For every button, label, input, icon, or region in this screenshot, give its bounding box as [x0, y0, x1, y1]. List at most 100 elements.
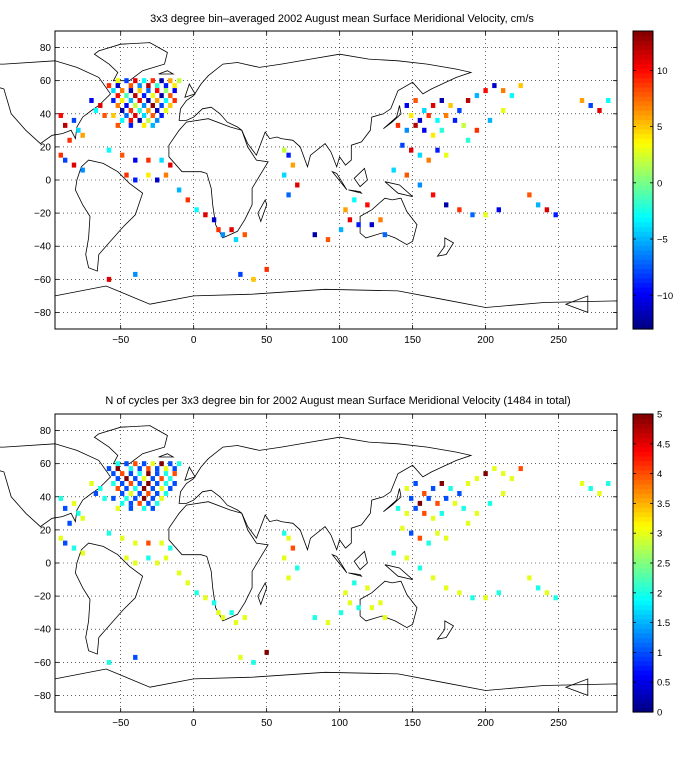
x-tick-label: 150	[404, 718, 421, 729]
colorbar-band	[633, 221, 653, 228]
data-cell	[115, 476, 120, 482]
data-cell	[409, 530, 414, 536]
colorbar-band	[633, 646, 653, 653]
colorbar-band	[633, 161, 653, 167]
colorbar-band	[633, 474, 653, 480]
coastline	[359, 197, 418, 246]
data-cell	[409, 495, 414, 501]
coastline	[348, 189, 363, 194]
data-cell	[448, 103, 453, 108]
colorbar-band	[633, 628, 653, 634]
data-cell	[150, 476, 155, 482]
data-cell	[133, 560, 138, 566]
colorbar-band	[633, 268, 653, 274]
data-cell	[444, 495, 449, 501]
colorbar-band	[633, 68, 653, 74]
data-cell	[439, 481, 444, 486]
data-cell	[141, 495, 147, 501]
colorbar-band	[633, 263, 653, 270]
colorbar-band	[633, 319, 653, 325]
data-cell	[483, 88, 488, 94]
colorbar-band	[633, 282, 653, 288]
data-cell	[325, 237, 331, 243]
data-cell	[220, 615, 226, 621]
data-cell	[133, 113, 138, 118]
data-cell	[264, 649, 269, 655]
colorbar-band	[633, 465, 653, 471]
y-tick-label: −40	[34, 625, 51, 636]
coastline	[184, 83, 196, 98]
colorbar-band	[633, 203, 653, 209]
data-cell	[251, 659, 256, 665]
data-cell	[430, 515, 436, 521]
colorbar-band	[633, 128, 653, 135]
colorbar-band	[633, 558, 653, 564]
data-cell	[128, 505, 134, 511]
data-cell	[417, 117, 423, 123]
data-cell	[553, 595, 558, 601]
data-cell	[168, 476, 173, 482]
data-cell	[588, 103, 593, 108]
data-cell	[159, 476, 164, 482]
data-cell	[185, 580, 190, 586]
data-cell	[120, 481, 125, 486]
data-cell	[470, 212, 475, 218]
data-cell	[71, 545, 77, 551]
data-cell	[150, 93, 155, 99]
colorbar-band	[633, 576, 653, 583]
colorbar: −10 −5 0 5 10	[632, 30, 673, 330]
data-cell	[176, 570, 182, 576]
data-cell	[597, 108, 602, 113]
colorbar-band	[633, 595, 653, 601]
data-cell	[439, 98, 444, 103]
data-cell	[404, 127, 409, 133]
colorbar-band	[633, 91, 653, 97]
data-cell	[238, 271, 243, 277]
data-cell	[382, 232, 388, 238]
data-cell	[203, 595, 208, 601]
data-cell	[439, 510, 444, 516]
colorbar-band	[633, 590, 653, 597]
colorbar-band	[633, 549, 653, 555]
data-cell	[128, 83, 134, 89]
data-cell	[417, 152, 423, 158]
data-cell	[111, 113, 116, 118]
coastline	[348, 572, 363, 577]
colorbar-band	[633, 600, 653, 606]
colorbar-band	[633, 665, 653, 671]
data-cell	[404, 555, 409, 561]
data-cell	[124, 486, 129, 491]
data-cell	[483, 471, 488, 477]
data-cell	[465, 137, 471, 143]
colorbar-tick-label: 1.5	[657, 618, 670, 629]
coastline	[54, 285, 618, 330]
data-cell	[338, 610, 344, 616]
data-cell	[120, 491, 125, 496]
x-tick-label: 100	[331, 335, 348, 346]
data-cell	[133, 461, 138, 467]
colorbar-band	[633, 44, 653, 51]
data-cell	[430, 575, 436, 581]
cycles-map-panel: N of cycles per 3x3 degree bin for 2002 …	[0, 395, 670, 729]
data-cell	[159, 540, 164, 546]
data-cell	[80, 167, 85, 173]
data-cell	[168, 461, 173, 467]
colorbar-band	[633, 455, 653, 462]
data-cell	[474, 93, 480, 99]
data-cell	[106, 530, 112, 536]
colorbar-band	[633, 40, 653, 46]
data-cell	[465, 98, 471, 103]
data-cell	[137, 98, 142, 103]
data-cell	[155, 471, 160, 477]
colorbar-band	[633, 414, 653, 420]
data-cell	[435, 147, 440, 153]
colorbar-band	[633, 483, 653, 490]
colorbar: 0 0.5 1 1.5 2 2.5 3 3.5 4 4.5 5	[632, 410, 670, 719]
data-cell	[141, 122, 147, 128]
data-cell	[163, 108, 169, 113]
data-cell	[444, 202, 449, 208]
y-tick-label: 40	[40, 492, 52, 503]
data-cell	[124, 93, 129, 99]
data-cell	[448, 486, 453, 491]
data-cell	[141, 486, 147, 491]
